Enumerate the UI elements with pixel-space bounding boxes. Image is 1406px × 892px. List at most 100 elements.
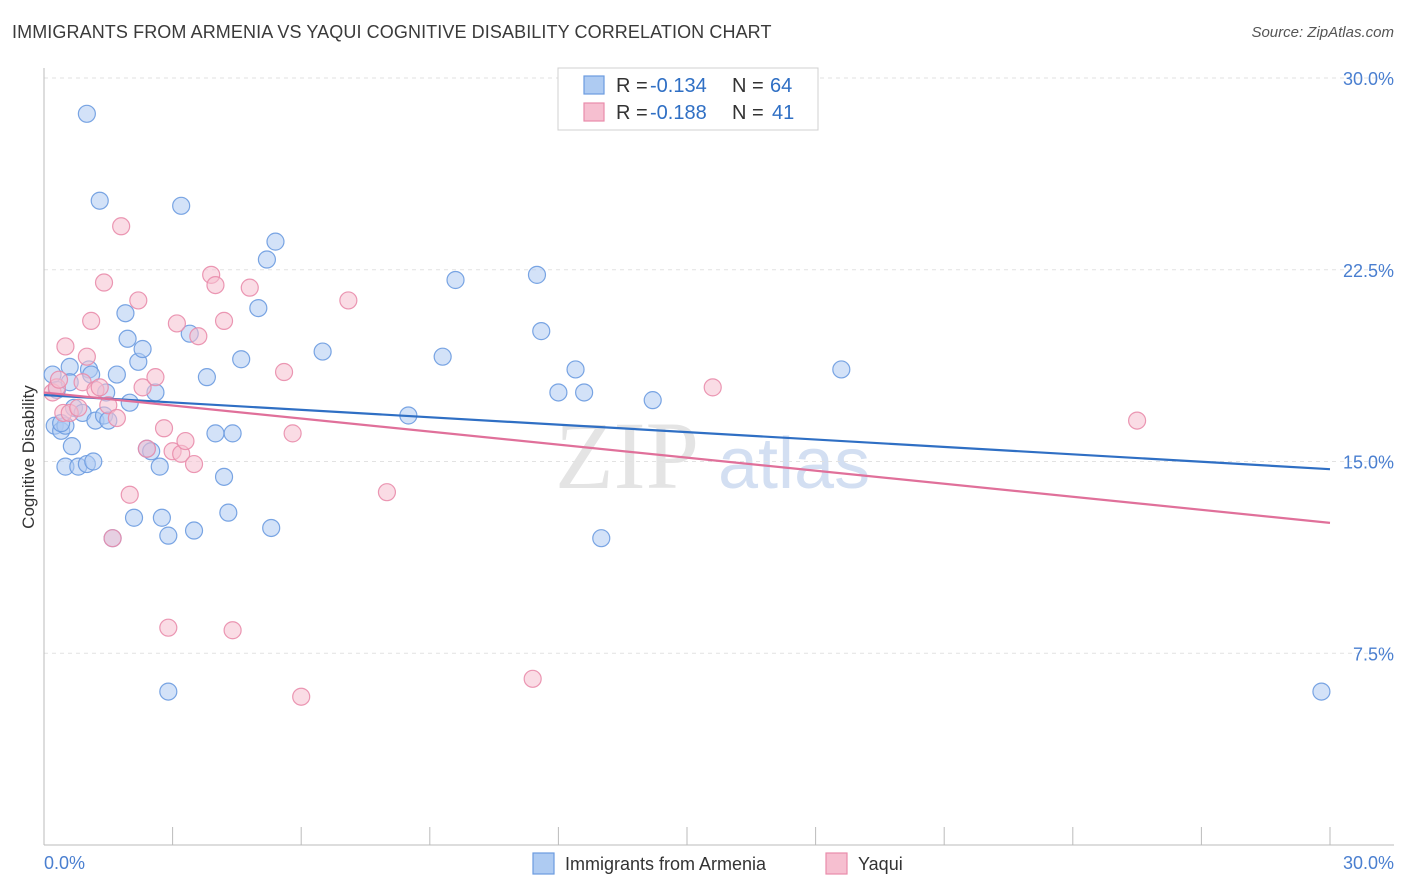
yaqui-point-8 (77, 347, 96, 366)
armenia-point-44 (257, 250, 277, 269)
y-tick-label-1: 15.0% (1343, 453, 1394, 473)
legend-r-label-yaqui: R = (616, 102, 648, 124)
source-label: Source: ZipAtlas.com (1251, 24, 1394, 41)
y-axis-label: Cognitive Disability (19, 385, 38, 529)
legend-swatch-yaqui (583, 102, 605, 122)
yaqui-point-33 (223, 621, 242, 640)
y-tick-label-2: 22.5% (1343, 261, 1394, 281)
armenia-point-49 (433, 347, 452, 366)
yaqui-point-19 (133, 378, 152, 397)
watermark-zip: ZIP (555, 402, 699, 509)
armenia-point-51 (527, 265, 547, 284)
bottom-legend-swatch-yaqui (825, 852, 848, 875)
armenia-point-38 (206, 424, 225, 443)
armenia-trend-line (43, 393, 1331, 471)
armenia-point-60 (77, 104, 96, 123)
legend-box: R = -0.134 N = 64 R = -0.188 N = 41 (557, 67, 819, 131)
yaqui-point-32 (214, 311, 234, 330)
armenia-point-45 (266, 232, 285, 251)
axes: 7.5% 15.0% 22.5% 30.0% (43, 68, 1394, 846)
yaqui-point-27 (176, 431, 195, 451)
armenia-point-34 (172, 196, 191, 215)
yaqui-point-36 (283, 424, 302, 443)
armenia-point-47 (313, 342, 332, 361)
armenia-point-57 (643, 391, 662, 410)
legend-r-label-armenia: R = (616, 75, 648, 97)
yaqui-point-21 (146, 368, 165, 387)
yaqui-point-25 (167, 314, 186, 333)
x-tick-label-min: 0.0% (44, 853, 85, 873)
armenia-point-16 (90, 191, 109, 210)
yaqui-point-9 (82, 311, 101, 330)
armenia-point-21 (107, 365, 126, 384)
yaqui-point-35 (274, 362, 294, 382)
armenia-point-23 (118, 329, 137, 348)
yaqui-point-37 (292, 687, 311, 706)
armenia-point-33 (159, 682, 178, 701)
yaqui-point-11 (90, 378, 109, 397)
yaqui-point-31 (206, 275, 225, 295)
yaqui-point-34 (240, 278, 259, 297)
armenia-point-39 (214, 467, 234, 486)
armenia-point-40 (219, 503, 238, 522)
armenia-point-43 (249, 299, 268, 318)
armenia-point-31 (152, 508, 171, 527)
yaqui-point-20 (137, 439, 156, 458)
yaqui-point-23 (159, 618, 178, 637)
armenia-point-25 (124, 508, 144, 527)
y-tick-label-0: 7.5% (1353, 644, 1394, 664)
legend-n-label-yaqui: N = (732, 102, 764, 124)
yaqui-point-14 (103, 529, 122, 548)
armenia-point-50 (446, 270, 465, 290)
yaqui-point-28 (184, 454, 204, 474)
yaqui-point-4 (56, 337, 75, 356)
bottom-legend-swatch-armenia (532, 852, 555, 875)
armenia-point-42 (232, 350, 251, 369)
armenia-point-58 (832, 360, 851, 379)
armenia-point-46 (262, 518, 281, 538)
bottom-legend-label-armenia: Immigrants from Armenia (565, 854, 767, 874)
armenia-point-27 (133, 339, 152, 359)
armenia-point-52 (532, 322, 551, 341)
armenia-point-37 (197, 368, 216, 387)
yaqui-point-18 (129, 291, 148, 310)
legend-n-label-armenia: N = (732, 75, 764, 97)
legend-swatch-armenia (583, 75, 605, 95)
yaqui-point-40 (523, 669, 542, 688)
bottom-legend-label-yaqui: Yaqui (858, 854, 903, 874)
yaqui-point-39 (377, 483, 397, 502)
yaqui-point-6 (69, 398, 88, 417)
yaqui-point-22 (154, 419, 174, 438)
armenia-point-54 (566, 360, 585, 379)
yaqui-point-42 (1127, 411, 1147, 430)
armenia-point-55 (575, 383, 594, 402)
yaqui-point-38 (339, 291, 358, 310)
armenia-point-53 (549, 383, 568, 402)
legend-r-value-armenia: -0.134 (650, 75, 707, 97)
armenia-point-22 (116, 304, 135, 323)
bottom-legend: Immigrants from Armenia Yaqui (532, 852, 903, 875)
trend-lines (43, 391, 1331, 524)
yaqui-point-16 (112, 217, 131, 236)
yaqui-point-15 (107, 408, 126, 428)
yaqui-point-17 (120, 485, 139, 504)
x-tick-label-max: 30.0% (1343, 853, 1394, 873)
armenia-point-30 (150, 457, 169, 476)
yaqui-point-29 (189, 327, 208, 346)
armenia-point-41 (223, 424, 242, 443)
yaqui-point-13 (99, 396, 118, 415)
armenia-point-56 (592, 529, 611, 548)
legend-n-value-armenia: 64 (770, 75, 792, 97)
yaqui-trend-line (43, 391, 1331, 524)
legend-n-value-yaqui: 41 (772, 102, 794, 124)
armenia-point-14 (84, 452, 103, 471)
y-tick-label-3: 30.0% (1343, 69, 1394, 89)
yaqui-point-12 (94, 273, 114, 292)
legend-r-value-yaqui: -0.188 (650, 102, 707, 124)
armenia-point-6 (62, 437, 81, 456)
yaqui-point-2 (49, 370, 69, 389)
yaqui-point-41 (703, 378, 722, 397)
armenia-point-59 (1312, 682, 1331, 701)
data-points (43, 104, 1331, 706)
